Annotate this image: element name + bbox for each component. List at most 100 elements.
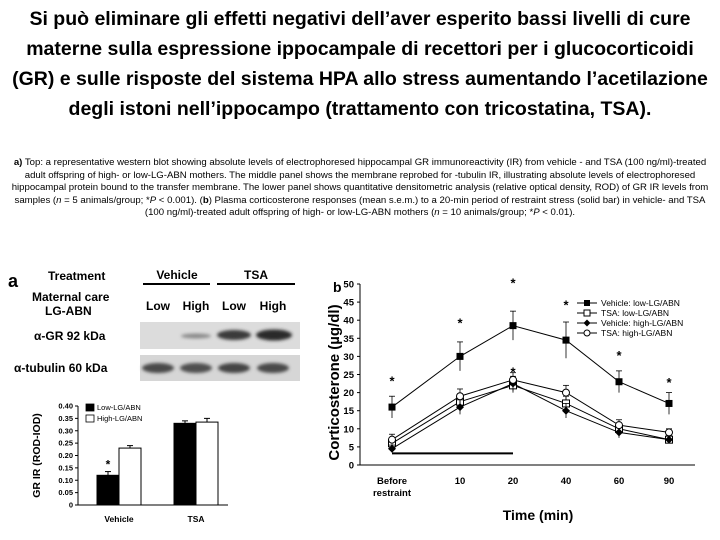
bar-y-tick-label: 0.15 bbox=[58, 463, 73, 472]
bar bbox=[96, 474, 120, 506]
bar-significance-star: * bbox=[106, 458, 111, 472]
gr-band-high-vehicle bbox=[181, 333, 211, 339]
line-y-tick-label: 20 bbox=[343, 388, 354, 399]
caption-n1: n bbox=[56, 194, 62, 206]
lane-low-vehicle: Low bbox=[146, 299, 171, 313]
line-point bbox=[562, 406, 570, 415]
line-significance-star: * bbox=[563, 297, 569, 312]
bar bbox=[118, 447, 142, 506]
figure-caption: a) Top: a representative western blot sh… bbox=[4, 157, 716, 220]
line-series bbox=[391, 379, 670, 441]
line-series bbox=[391, 382, 670, 450]
line-y-tick-label: 40 bbox=[343, 316, 354, 327]
line-significance-star: * bbox=[510, 364, 516, 379]
bar-y-tick-label: 0.30 bbox=[58, 426, 73, 435]
line-y-tick-label: 0 bbox=[349, 461, 354, 472]
line-legend-marker bbox=[583, 309, 591, 317]
bar-y-tick-label: 0.05 bbox=[58, 488, 73, 497]
line-legend-label: TSA: high-LG/ABN bbox=[601, 328, 672, 338]
line-series bbox=[391, 384, 670, 444]
bar-category-label: Vehicle bbox=[104, 514, 134, 524]
tubulin-band-4 bbox=[257, 363, 289, 373]
line-x-axis-label: Time (min) bbox=[503, 507, 574, 523]
line-legend-marker bbox=[583, 319, 591, 327]
line-point bbox=[665, 399, 673, 407]
line-point bbox=[562, 336, 570, 344]
lane-high-vehicle: High bbox=[183, 299, 210, 313]
line-point bbox=[665, 435, 673, 444]
bar-legend-swatch bbox=[85, 414, 95, 423]
line-point bbox=[456, 352, 464, 360]
line-significance-star: * bbox=[510, 276, 516, 291]
line-significance-star: * bbox=[616, 348, 622, 363]
line-y-tick-label: 10 bbox=[343, 424, 354, 435]
line-x-tick-label: 60 bbox=[614, 476, 625, 487]
caption-label-b: b bbox=[202, 194, 209, 206]
panel-a-label: a bbox=[8, 271, 19, 291]
line-point bbox=[615, 428, 623, 437]
tsa-header: TSA bbox=[244, 268, 268, 282]
caption-text-b: ) Plasma corticosterone responses (mean … bbox=[144, 194, 706, 219]
line-point bbox=[388, 435, 396, 444]
caption-text-b3: < 0.01). bbox=[539, 207, 576, 219]
tubulin-band-2 bbox=[180, 363, 212, 373]
line-point bbox=[456, 392, 464, 401]
line-legend-marker bbox=[583, 329, 591, 337]
bar-y-tick-label: 0.10 bbox=[58, 476, 73, 485]
line-point bbox=[509, 375, 517, 384]
lane-low-tsa: Low bbox=[222, 299, 247, 313]
line-significance-star: * bbox=[389, 373, 395, 388]
line-point bbox=[615, 378, 623, 386]
gr-bar-chart: 0 0.05 0.10 0.15 0.20 0.25 0.30 0.35 0.40 GR IR (… bbox=[31, 402, 228, 524]
line-point bbox=[388, 403, 396, 411]
bar-legend-label: High-LG/ABN bbox=[97, 414, 142, 423]
tubulin-band-3 bbox=[218, 363, 250, 373]
bar-y-tick-label: 0.20 bbox=[58, 451, 73, 460]
bar bbox=[195, 421, 219, 506]
line-y-tick-label: 15 bbox=[343, 406, 354, 417]
lane-high-tsa: High bbox=[260, 299, 287, 313]
bar-legend-label: Low-LG/ABN bbox=[97, 403, 141, 412]
line-x-tick-label: 40 bbox=[561, 476, 572, 487]
line-significance-star: * bbox=[666, 375, 672, 390]
line-point bbox=[456, 403, 464, 412]
tubulin-band-label: α-tubulin 60 kDa bbox=[14, 361, 108, 375]
corticosterone-line-chart: b 0 5 10 15 20 25 30 35 40 45 50 Corticosterone (µg/… bbox=[326, 276, 695, 523]
line-legend-label: Vehicle: high-LG/ABN bbox=[601, 318, 683, 328]
bar-y-tick-label: 0.25 bbox=[58, 439, 73, 448]
bar-y-axis-label: GR IR (ROD-IOD) bbox=[31, 413, 43, 498]
caption-p1: P bbox=[149, 194, 157, 206]
line-y-tick-label: 25 bbox=[343, 370, 354, 381]
bar-legend-swatch bbox=[85, 403, 95, 412]
line-x-tick-label: restraint bbox=[373, 488, 412, 499]
gr-band-label: α-GR 92 kDa bbox=[34, 329, 106, 343]
line-x-tick-label: 20 bbox=[508, 476, 519, 487]
line-point bbox=[388, 444, 396, 453]
treatment-label: Treatment bbox=[48, 269, 105, 283]
caption-n2: n bbox=[434, 207, 440, 219]
bar-y-tick-label: 0.40 bbox=[58, 402, 73, 411]
lg-abn-label: LG-ABN bbox=[45, 304, 92, 318]
line-y-tick-label: 30 bbox=[343, 352, 354, 363]
line-x-tick-label: 90 bbox=[664, 476, 675, 487]
line-x-tick-label: Before bbox=[377, 476, 407, 487]
bar-category-label: TSA bbox=[188, 514, 205, 524]
line-x-tick-label: 10 bbox=[455, 476, 466, 487]
line-y-axis-label: Corticosterone (µg/dl) bbox=[326, 304, 343, 460]
slide-title: Si può eliminare gli effetti negativi de… bbox=[12, 8, 708, 120]
vehicle-header: Vehicle bbox=[156, 268, 198, 282]
line-legend-marker bbox=[584, 300, 590, 306]
line-series bbox=[391, 325, 670, 408]
bar-y-tick-label: 0 bbox=[69, 501, 73, 510]
line-significance-star: * bbox=[457, 315, 463, 330]
line-y-tick-label: 50 bbox=[343, 280, 354, 291]
gr-band-high-tsa bbox=[256, 329, 292, 341]
caption-text-b2: = 10 animals/group; * bbox=[439, 207, 534, 219]
line-point bbox=[509, 322, 517, 330]
panel-b-label: b bbox=[333, 279, 342, 295]
line-y-tick-label: 5 bbox=[349, 442, 355, 453]
line-point bbox=[562, 388, 570, 397]
maternal-care-label: Maternal care bbox=[32, 290, 110, 304]
caption-text-a: Top: a representative western blot showi… bbox=[11, 157, 709, 206]
